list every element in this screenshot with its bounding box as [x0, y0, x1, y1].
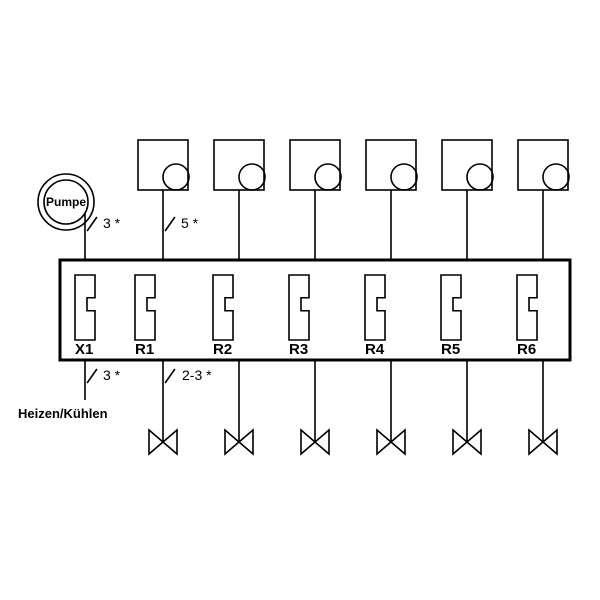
slot-x1: [75, 275, 95, 340]
slot-r6: [517, 275, 537, 340]
slot-label: X1: [75, 341, 93, 358]
thermostat-dial: [543, 164, 569, 190]
slot-outline: [441, 275, 461, 340]
wire-top-label-0: 3 *: [103, 215, 121, 231]
slot-r3: [289, 275, 309, 340]
slot-outline: [75, 275, 95, 340]
slot-label: R5: [441, 341, 460, 358]
slot-outline: [289, 275, 309, 340]
thermostat-dial: [315, 164, 341, 190]
wire-r1-bottom-label: 2-3 *: [182, 367, 212, 383]
wire-top-label-1: 5 *: [181, 215, 199, 231]
slot-outline: [365, 275, 385, 340]
thermostat-dial: [467, 164, 493, 190]
slot-label: R4: [365, 341, 385, 358]
slot-r4: [365, 275, 385, 340]
thermostat-dial: [163, 164, 189, 190]
wiring-diagram: Pumpe X1 R1 R2 R3 R4 R5 R6 3 * 5 * 2-3 * 3 * Heizen/…: [0, 0, 600, 600]
slot-outline: [517, 275, 537, 340]
slot-outline: [213, 275, 233, 340]
heizen-kuehlen-label: Heizen/Kühlen: [18, 406, 108, 421]
slot-r2: [213, 275, 233, 340]
slot-r5: [441, 275, 461, 340]
wire-heizen-count: 3 *: [103, 367, 121, 383]
pump-label: Pumpe: [46, 195, 86, 209]
slot-label: R1: [135, 341, 154, 358]
thermostat-dial: [391, 164, 417, 190]
slot-label: R2: [213, 341, 232, 358]
slot-label: R3: [289, 341, 308, 358]
slot-r1: [135, 275, 155, 340]
slot-label: R6: [517, 341, 536, 358]
slot-outline: [135, 275, 155, 340]
thermostat-dial: [239, 164, 265, 190]
